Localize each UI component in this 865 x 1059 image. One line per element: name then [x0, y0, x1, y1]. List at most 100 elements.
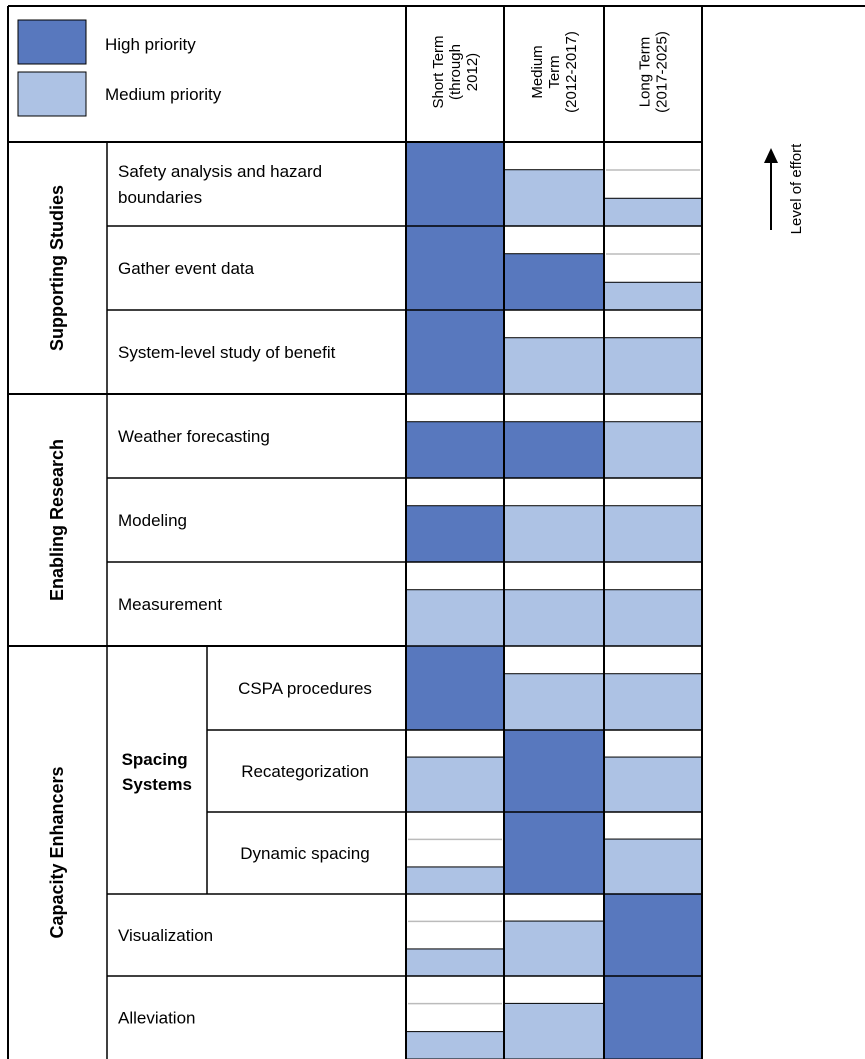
effort-cell	[603, 730, 703, 813]
effort-cell	[503, 478, 605, 563]
effort-cell	[503, 394, 605, 479]
effort-cell	[603, 893, 703, 977]
effort-arrowhead-icon	[764, 148, 778, 163]
effort-cell	[405, 645, 505, 731]
effort-cell	[405, 812, 505, 895]
effort-cell	[503, 646, 605, 731]
effort-cell	[405, 562, 505, 647]
column-header-line: Medium	[529, 45, 546, 98]
effort-bar-medium	[503, 505, 605, 563]
row-label: Recategorization	[241, 762, 369, 781]
effort-cell	[503, 142, 605, 227]
effort-bar-medium	[603, 673, 703, 731]
effort-cell	[405, 730, 505, 813]
effort-bar-high	[503, 729, 605, 813]
effort-bar-medium	[503, 1002, 605, 1059]
effort-cell	[603, 142, 703, 227]
row-label: Visualization	[118, 926, 213, 945]
subcategory-label: Spacing Systems	[122, 750, 193, 794]
effort-cell	[503, 894, 605, 977]
legend-medium-swatch	[17, 71, 87, 117]
column-header-line: (2017-2025)	[654, 31, 671, 113]
effort-cell	[603, 646, 703, 731]
effort-cell	[405, 225, 505, 311]
row-label-line: Recategorization	[241, 762, 369, 781]
column-headers: Short Term(through2012) MediumTerm(2012-2…	[430, 31, 671, 113]
column-header-line: (2012-2017)	[563, 31, 580, 113]
effort-bar-high	[503, 811, 605, 895]
legend-high-label: High priority	[105, 35, 196, 54]
row-label: Alleviation	[118, 1009, 196, 1028]
category-labels: Supporting Studies Enabling Research Capac…	[47, 185, 67, 939]
column-header-line: 2012)	[464, 53, 481, 91]
effort-bar-medium	[603, 281, 703, 311]
row-label-line: Gather event data	[118, 259, 255, 278]
effort-cells	[405, 141, 703, 1059]
effort-cell	[603, 562, 703, 647]
effort-bar-medium	[503, 589, 605, 647]
effort-bar-medium	[603, 505, 703, 563]
column-header: MediumTerm(2012-2017)	[529, 31, 580, 113]
effort-cell	[603, 394, 703, 479]
effort-cell	[503, 562, 605, 647]
subcategory-line: Systems	[122, 775, 192, 794]
effort-cell	[503, 976, 605, 1059]
effort-bar-medium	[603, 337, 703, 395]
grid-lines	[7, 5, 865, 1059]
effort-bar-medium	[405, 948, 505, 977]
effort-bar-medium	[405, 589, 505, 647]
row-label: Safety analysis and hazard boundaries	[118, 162, 322, 207]
effort-cell	[405, 394, 505, 479]
effort-cell	[503, 226, 605, 311]
category-label: Supporting Studies	[47, 185, 67, 351]
effort-bar-medium	[603, 421, 703, 479]
effort-bar-medium	[503, 337, 605, 395]
category-label: Capacity Enhancers	[47, 766, 67, 938]
effort-cell	[503, 811, 605, 895]
effort-bar-high	[405, 421, 505, 479]
effort-label: Level of effort	[788, 143, 805, 234]
effort-bar-medium	[405, 866, 505, 895]
effort-bar-medium	[503, 673, 605, 731]
column-header-line: Long Term	[637, 37, 654, 108]
row-label-line: Safety analysis and hazard	[118, 162, 322, 181]
effort-bar-high	[503, 253, 605, 311]
effort-cell	[405, 309, 505, 395]
effort-bar-medium	[405, 1031, 505, 1059]
column-header: Long Term(2017-2025)	[637, 31, 671, 113]
column-header-line: Term	[546, 55, 563, 88]
row-label-line: boundaries	[118, 188, 202, 207]
row-label-line: Dynamic spacing	[240, 844, 369, 863]
row-label-line: Alleviation	[118, 1009, 196, 1028]
category-label: Enabling Research	[47, 439, 67, 601]
effort-bar-high	[603, 893, 703, 977]
row-label: Dynamic spacing	[240, 844, 369, 863]
row-label: Gather event data	[118, 259, 255, 278]
effort-bar-medium	[405, 756, 505, 813]
row-label: Modeling	[118, 511, 187, 530]
effort-bar-high	[603, 975, 703, 1059]
row-label-line: Visualization	[118, 926, 213, 945]
legend-medium-label: Medium priority	[105, 85, 222, 104]
effort-bar-medium	[503, 920, 605, 977]
effort-cell	[603, 975, 703, 1059]
effort-cell	[503, 729, 605, 813]
effort-cell	[603, 478, 703, 563]
effort-bar-high	[405, 141, 505, 227]
row-label: Weather forecasting	[118, 427, 270, 446]
effort-bar-high	[405, 309, 505, 395]
effort-cell	[405, 478, 505, 563]
effort-cell	[603, 310, 703, 395]
effort-bar-high	[405, 505, 505, 563]
effort-bar-medium	[603, 197, 703, 227]
effort-bar-medium	[603, 756, 703, 813]
effort-cell	[603, 226, 703, 311]
row-label: Measurement	[118, 595, 222, 614]
legend: High priority Medium priority	[17, 19, 222, 117]
effort-cell	[405, 976, 505, 1059]
subcategory-line: Spacing	[122, 750, 188, 769]
row-label-line: Measurement	[118, 595, 222, 614]
row-label-line: System-level study of benefit	[118, 343, 336, 362]
effort-cell	[405, 141, 505, 227]
